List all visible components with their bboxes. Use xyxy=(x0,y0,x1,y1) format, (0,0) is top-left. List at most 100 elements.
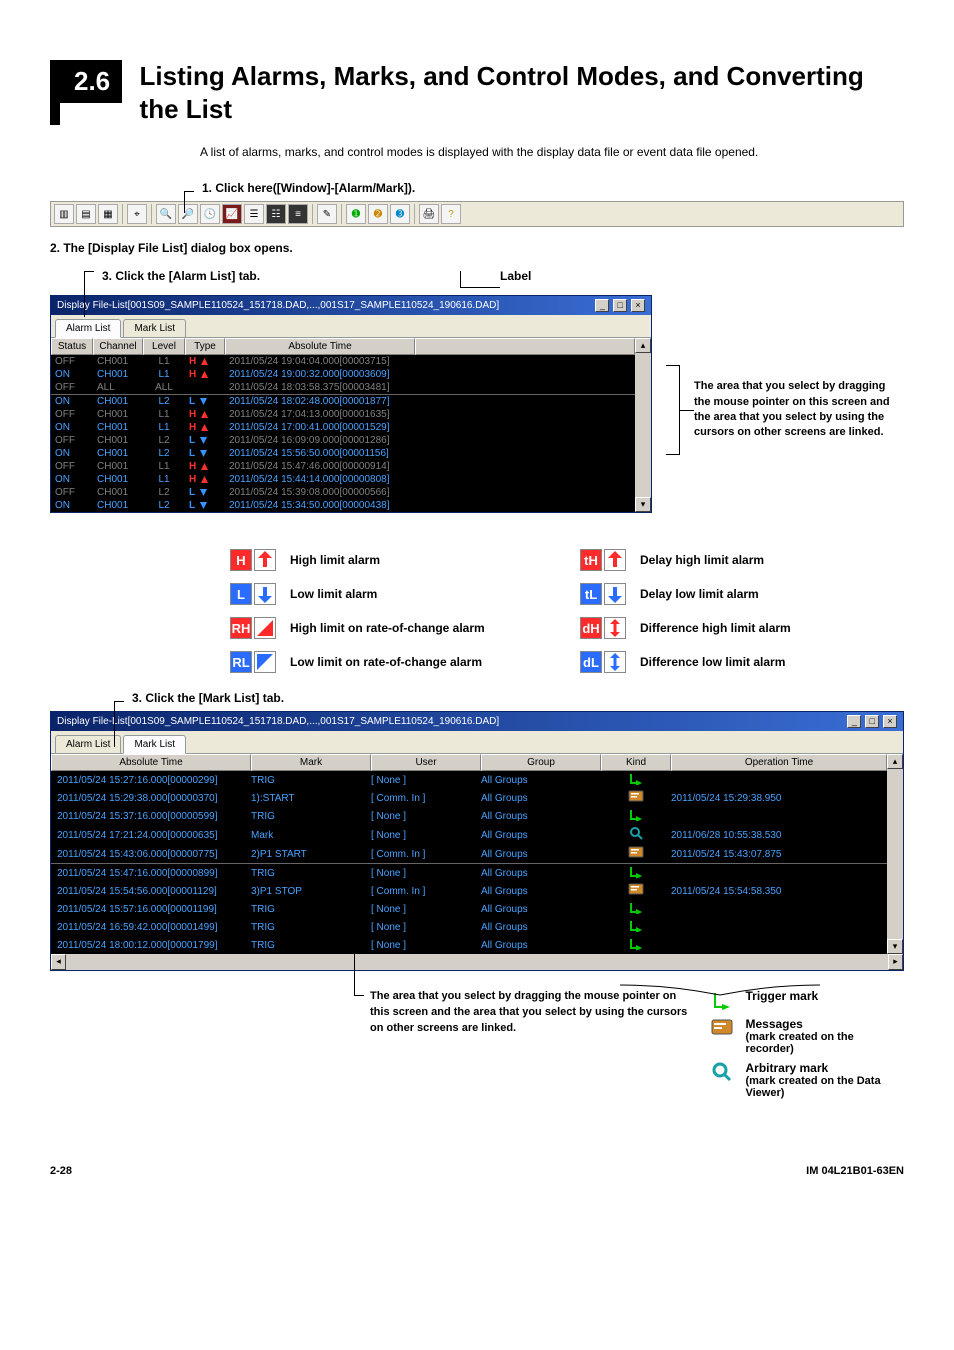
close-button[interactable]: × xyxy=(631,299,645,312)
max-button[interactable]: □ xyxy=(865,715,879,728)
alarm-row[interactable]: ON CH001 L2 L 2011/05/24 15:56:50.000[00… xyxy=(51,447,635,460)
alarm-row[interactable]: OFF CH001 L1 H 2011/05/24 19:04:04.000[0… xyxy=(51,355,635,368)
col-op[interactable]: Operation Time xyxy=(671,754,887,771)
scroll-down-icon[interactable]: ▾ xyxy=(635,497,651,512)
alarm-row[interactable]: OFF CH001 L1 H 2011/05/24 15:47:46.000[0… xyxy=(51,460,635,473)
label-annot: Label xyxy=(500,269,531,283)
scroll-up-icon[interactable]: ▴ xyxy=(887,754,903,769)
doc-code: IM 04L21B01-63EN xyxy=(806,1165,904,1177)
tab-mark-list[interactable]: Mark List xyxy=(123,319,186,337)
tb-zoomin-icon[interactable]: 🔍 xyxy=(156,204,176,224)
arbitrary-mark-sub: (mark created on the Data Viewer) xyxy=(745,1075,904,1099)
alarm-row[interactable]: OFF CH001 L2 L 2011/05/24 16:09:09.000[0… xyxy=(51,434,635,447)
mark-row[interactable]: 2011/05/24 15:29:38.000[00000370] 1):STA… xyxy=(51,789,887,807)
tb-print-icon[interactable]: 🖨 xyxy=(419,204,439,224)
scroll-left-icon[interactable]: ◂ xyxy=(51,954,66,970)
mark-row[interactable]: 2011/05/24 17:21:24.000[00000635] Mark [… xyxy=(51,825,887,845)
scroll-right-icon[interactable]: ▸ xyxy=(888,954,903,970)
alarm-type-legend: H High limit alarm tH Delay high limit a… xyxy=(230,549,904,673)
messages-sub: (mark created on the recorder) xyxy=(745,1031,904,1055)
col-type[interactable]: Type xyxy=(185,338,225,355)
tb-clock-icon[interactable]: 🕓 xyxy=(200,204,220,224)
legend-item: dH Difference high limit alarm xyxy=(580,617,930,639)
tb-go3-icon[interactable]: ➌ xyxy=(390,204,410,224)
tb-layout2-icon[interactable]: ▤ xyxy=(76,204,96,224)
legend-item: L Low limit alarm xyxy=(230,583,580,605)
tb-list1-icon[interactable]: ☰ xyxy=(244,204,264,224)
mark-row[interactable]: 2011/05/24 16:59:42.000[00001499] TRIG [… xyxy=(51,918,887,936)
legend-item: tL Delay low limit alarm xyxy=(580,583,930,605)
tb-layout3-icon[interactable]: ▦ xyxy=(98,204,118,224)
arbitrary-mark-name: Arbitrary mark xyxy=(745,1061,904,1075)
alarm-row[interactable]: ON CH001 L2 L 2011/05/24 15:34:50.000[00… xyxy=(51,499,635,512)
mark-row[interactable]: 2011/05/24 15:54:56.000[00001129] 3)P1 S… xyxy=(51,882,887,900)
alarm-row[interactable]: ON CH001 L1 H 2011/05/24 17:00:41.000[00… xyxy=(51,421,635,434)
col-kind[interactable]: Kind xyxy=(601,754,671,771)
col-time[interactable]: Absolute Time xyxy=(51,754,251,771)
tb-list2-icon[interactable]: ☷ xyxy=(266,204,286,224)
tb-go1-icon[interactable]: ➊ xyxy=(346,204,366,224)
page-footer: 2-28 IM 04L21B01-63EN xyxy=(50,1165,904,1177)
tb-layout1-icon[interactable]: ▥ xyxy=(54,204,74,224)
alarm-row[interactable]: ON CH001 L1 H 2011/05/24 19:00:32.000[00… xyxy=(51,368,635,381)
col-channel[interactable]: Channel xyxy=(93,338,143,355)
display-file-list-dialog-mark: Display File-List[001S09_SAMPLE110524_15… xyxy=(50,711,904,971)
step-2-label: 2. The [Display File List] dialog box op… xyxy=(50,241,904,255)
col-status[interactable]: Status xyxy=(51,338,93,355)
messages-name: Messages xyxy=(745,1017,904,1031)
step-3a-label: 3. Click the [Alarm List] tab. xyxy=(80,269,500,283)
alarm-list-header: Status Channel Level Type Absolute Time xyxy=(51,338,635,355)
tb-chart-icon[interactable]: 📈 xyxy=(222,204,242,224)
mark-row[interactable]: 2011/05/24 18:00:12.000[00001799] TRIG [… xyxy=(51,936,887,954)
col-user[interactable]: User xyxy=(371,754,481,771)
tb-help-icon[interactable]: ? xyxy=(441,204,461,224)
col-mark[interactable]: Mark xyxy=(251,754,371,771)
tab-alarm-list[interactable]: Alarm List xyxy=(55,735,121,753)
min-button[interactable]: _ xyxy=(595,299,609,312)
scroll-down-icon[interactable]: ▾ xyxy=(887,939,903,954)
mark-row[interactable]: 2011/05/24 15:27:16.000[00000299] TRIG [… xyxy=(51,771,887,789)
tb-go2-icon[interactable]: ➋ xyxy=(368,204,388,224)
toolbar: ▥ ▤ ▦ ⌖ 🔍 🔎 🕓 📈 ☰ ☷ ≡ ✎ ➊ ➋ ➌ 🖨 ? xyxy=(50,201,904,227)
step-1-label: 1. Click here([Window]-[Alarm/Mark]). xyxy=(180,181,904,195)
alarm-row[interactable]: ON CH001 L2 L 2011/05/24 18:02:48.000[00… xyxy=(51,395,635,408)
alarm-row[interactable]: OFF CH001 L1 H 2011/05/24 17:04:13.000[0… xyxy=(51,408,635,421)
section-header: 2.6 Listing Alarms, Marks, and Control M… xyxy=(50,60,904,125)
step-3b-label: 3. Click the [Mark List] tab. xyxy=(110,691,904,705)
close-button[interactable]: × xyxy=(883,715,897,728)
mark-row[interactable]: 2011/05/24 15:37:16.000[00000599] TRIG [… xyxy=(51,807,887,825)
messages-icon xyxy=(709,1017,735,1039)
alarm-row[interactable]: OFF CH001 L2 L 2011/05/24 15:39:08.000[0… xyxy=(51,486,635,499)
tb-cursor-icon[interactable]: ⌖ xyxy=(127,204,147,224)
dialog-titlebar: Display File-List[001S09_SAMPLE110524_15… xyxy=(51,296,651,315)
col-spacer xyxy=(415,338,635,355)
side-note-a: The area that you select by dragging the… xyxy=(694,379,904,441)
tb-edit-icon[interactable]: ✎ xyxy=(317,204,337,224)
mark-row[interactable]: 2011/05/24 15:47:16.000[00000899] TRIG [… xyxy=(51,864,887,882)
vscrollbar[interactable]: ▴ ▾ xyxy=(635,338,651,512)
mark-row[interactable]: 2011/05/24 15:57:16.000[00001199] TRIG [… xyxy=(51,900,887,918)
alarm-row[interactable]: OFF ALL ALL 2011/05/24 18:03:58.375[0000… xyxy=(51,381,635,394)
arbitrary-mark-icon xyxy=(709,1061,735,1083)
legend-item: H High limit alarm xyxy=(230,549,580,571)
section-title: Listing Alarms, Marks, and Control Modes… xyxy=(140,60,904,125)
dialog-title-text: Display File-List[001S09_SAMPLE110524_15… xyxy=(57,300,499,311)
scroll-up-icon[interactable]: ▴ xyxy=(635,338,651,353)
side-note-b: The area that you select by dragging the… xyxy=(370,989,689,1037)
col-level[interactable]: Level xyxy=(143,338,185,355)
legend-item: RH High limit on rate-of-change alarm xyxy=(230,617,580,639)
mark-row[interactable]: 2011/05/24 15:43:06.000[00000775] 2)P1 S… xyxy=(51,845,887,863)
tb-alarm-mark-icon[interactable]: ≡ xyxy=(288,204,308,224)
col-time[interactable]: Absolute Time xyxy=(225,338,415,355)
legend-item: tH Delay high limit alarm xyxy=(580,549,930,571)
tab-mark-list[interactable]: Mark List xyxy=(123,735,186,754)
min-button[interactable]: _ xyxy=(847,715,861,728)
display-file-list-dialog-alarm: Display File-List[001S09_SAMPLE110524_15… xyxy=(50,295,652,513)
alarm-row[interactable]: ON CH001 L1 H 2011/05/24 15:44:14.000[00… xyxy=(51,473,635,486)
col-group[interactable]: Group xyxy=(481,754,601,771)
max-button[interactable]: □ xyxy=(613,299,627,312)
hscrollbar[interactable]: ◂ ▸ xyxy=(51,954,903,970)
tab-alarm-list[interactable]: Alarm List xyxy=(55,319,121,338)
section-number: 2.6 xyxy=(60,60,122,103)
vscrollbar[interactable]: ▴ ▾ xyxy=(887,754,903,954)
